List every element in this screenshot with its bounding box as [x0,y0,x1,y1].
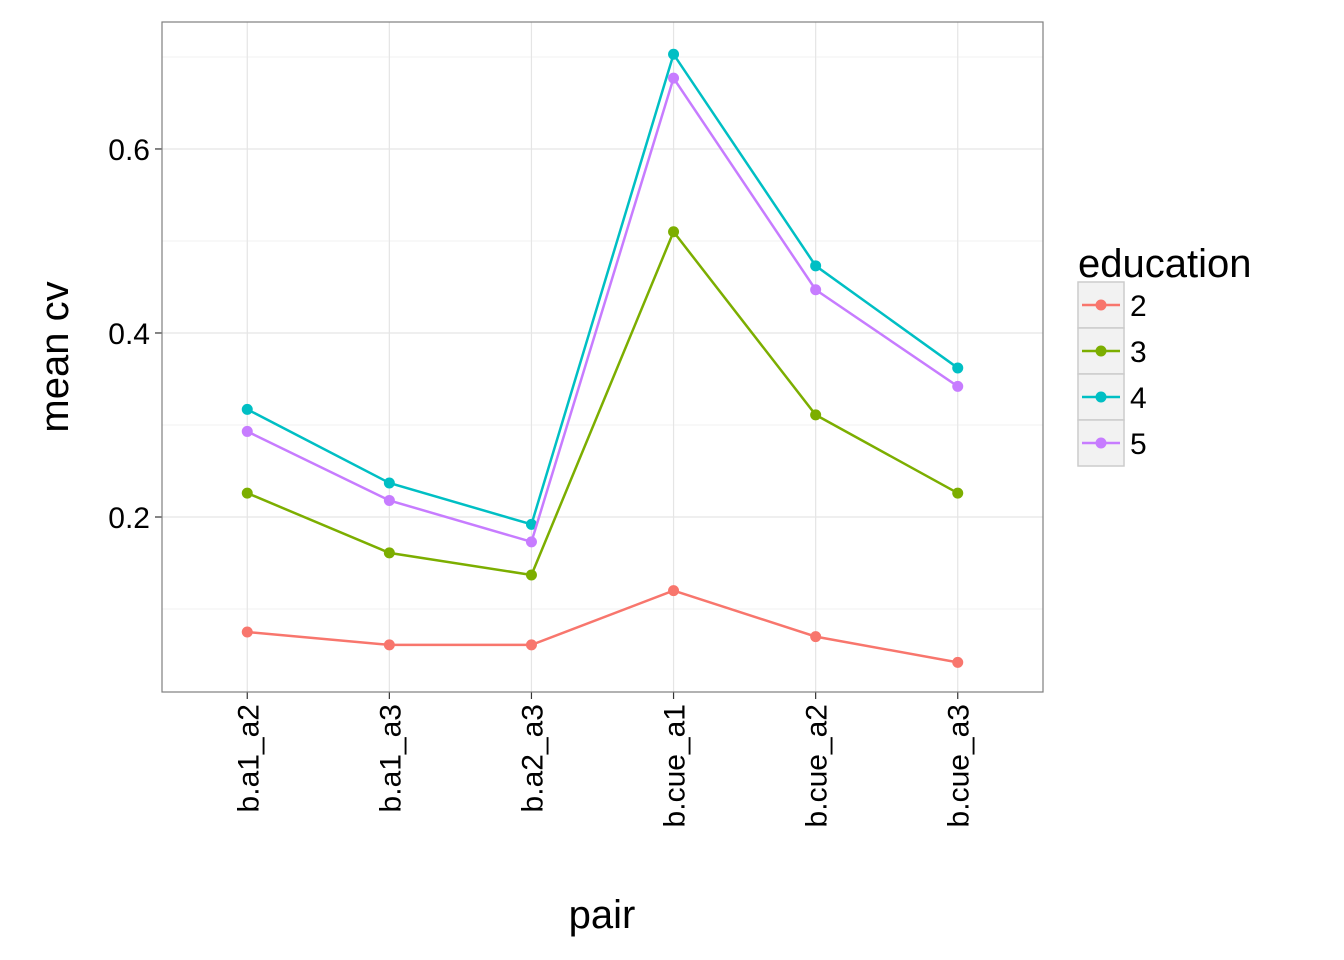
point [810,409,822,421]
y-tick-label: 0.4 [108,318,150,351]
point [810,260,822,272]
point [241,425,253,437]
point [525,639,537,651]
point [241,403,253,415]
point [952,656,964,668]
x-tick-label: b.a2_a3 [516,704,549,812]
legend-title: education [1078,242,1251,286]
point [668,585,680,597]
x-tick-label: b.cue_a2 [801,704,834,827]
y-axis-label: mean cv [33,281,77,432]
series-line [247,589,958,664]
legend-label: 3 [1130,336,1147,369]
point [810,631,822,643]
series-line [246,229,959,577]
legend-point [1095,299,1107,311]
point [525,518,537,530]
series-line [246,51,959,526]
legend-point [1095,391,1107,403]
point [668,72,680,84]
point [525,536,537,548]
legend-point [1095,437,1107,449]
point [383,477,395,489]
x-tick-label: b.cue_a3 [943,704,976,827]
point [668,226,680,238]
y-tick-label: 0.6 [108,134,150,167]
point [383,547,395,559]
point [952,362,964,374]
plot-border [161,21,1044,693]
x-tick-label: b.a1_a3 [374,704,407,812]
x-tick-label: b.a1_a2 [232,704,265,812]
legend-label: 4 [1130,382,1147,415]
point [952,380,964,392]
point [668,48,680,60]
series-line [246,75,959,544]
point [241,626,253,638]
legend-label: 5 [1130,428,1147,461]
legend-point [1095,345,1107,357]
y-tick-label: 0.2 [108,502,150,535]
plot-background [162,22,1043,692]
point [525,569,537,581]
legend-key-border [1077,419,1125,467]
point [810,284,822,296]
point [241,487,253,499]
point [952,487,964,499]
legend-label: 2 [1130,290,1147,323]
point [383,494,395,506]
x-tick-label: b.cue_a1 [659,704,692,827]
x-axis-label: pair [569,893,636,937]
point [383,639,395,651]
